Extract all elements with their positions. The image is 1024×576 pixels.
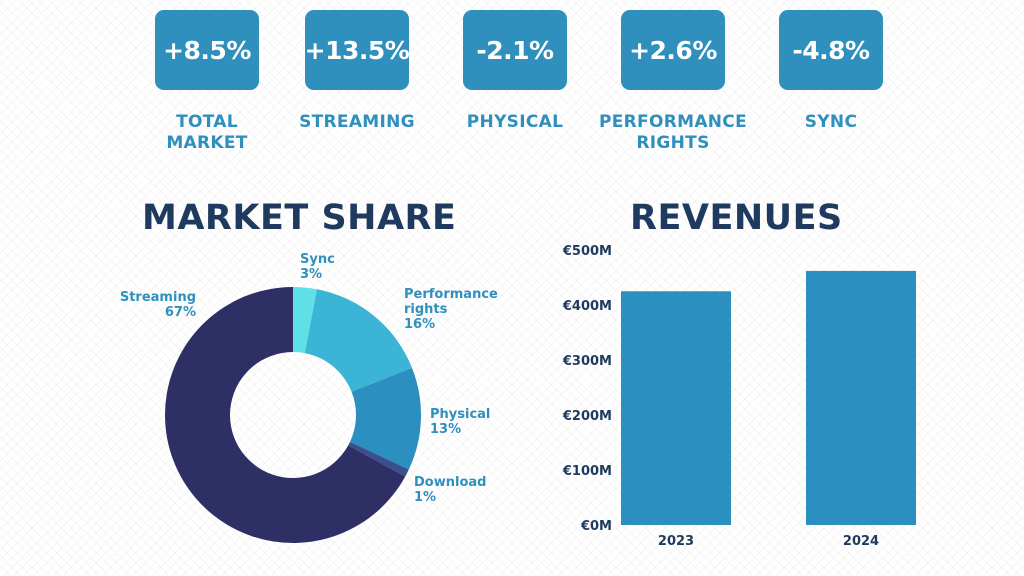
kpi-label: PHYSICAL	[436, 112, 594, 133]
kpi-label: STREAMING	[278, 112, 436, 133]
donut-label-physical: Physical 13%	[430, 407, 490, 437]
donut-label-download: Download 1%	[414, 475, 486, 505]
donut-slice-sync	[293, 287, 317, 354]
y-tick-label: €400M	[562, 299, 612, 314]
y-tick-label: €300M	[562, 354, 612, 369]
kpi-physical: -2.1% PHYSICAL	[436, 10, 594, 133]
donut-slice-physical	[350, 367, 421, 470]
kpi-value: +13.5%	[305, 10, 410, 90]
kpi-value: -2.1%	[463, 10, 567, 90]
donut-label-sync: Sync 3%	[300, 252, 335, 282]
x-tick-label: 2023	[658, 534, 694, 549]
donut-slice-download	[348, 441, 409, 477]
kpi-sync: -4.8% SYNC	[752, 10, 910, 133]
revenues-title: REVENUES	[630, 198, 843, 238]
kpi-label: TOTAL MARKET	[128, 112, 286, 154]
kpi-label-text: PHYSICAL	[466, 112, 564, 132]
kpi-row: +8.5% TOTAL MARKET +13.5% STREAMING -2.1…	[128, 10, 908, 160]
bar-2024	[806, 270, 916, 525]
x-tick-label: 2024	[843, 534, 879, 549]
donut-slice-streaming	[165, 287, 406, 543]
bar-2023	[621, 291, 731, 525]
donut-label-streaming: Streaming 67%	[120, 290, 196, 320]
y-tick-label: €0M	[580, 519, 612, 534]
kpi-label-text: TOTAL MARKET	[166, 112, 248, 153]
y-tick-label: €200M	[562, 409, 612, 424]
kpi-value: -4.8%	[779, 10, 883, 90]
donut-slice-performance-rights	[304, 289, 413, 392]
market-share-title: MARKET SHARE	[142, 198, 457, 238]
donut-label-performance-rights: Performance rights 16%	[404, 287, 498, 332]
kpi-total-market: +8.5% TOTAL MARKET	[128, 10, 286, 154]
kpi-performance-rights: +2.6% PERFORMANCE RIGHTS	[594, 10, 752, 154]
kpi-streaming: +13.5% STREAMING	[278, 10, 436, 133]
kpi-label-text: STREAMING	[299, 112, 415, 132]
y-tick-label: €500M	[562, 244, 612, 259]
kpi-value: +8.5%	[155, 10, 259, 90]
kpi-label-text: SYNC	[804, 112, 858, 132]
kpi-label-text: PERFORMANCE RIGHTS	[598, 112, 747, 153]
kpi-label: PERFORMANCE RIGHTS	[594, 112, 752, 154]
y-tick-label: €100M	[562, 464, 612, 479]
kpi-label: SYNC	[752, 112, 910, 133]
kpi-value: +2.6%	[621, 10, 725, 90]
